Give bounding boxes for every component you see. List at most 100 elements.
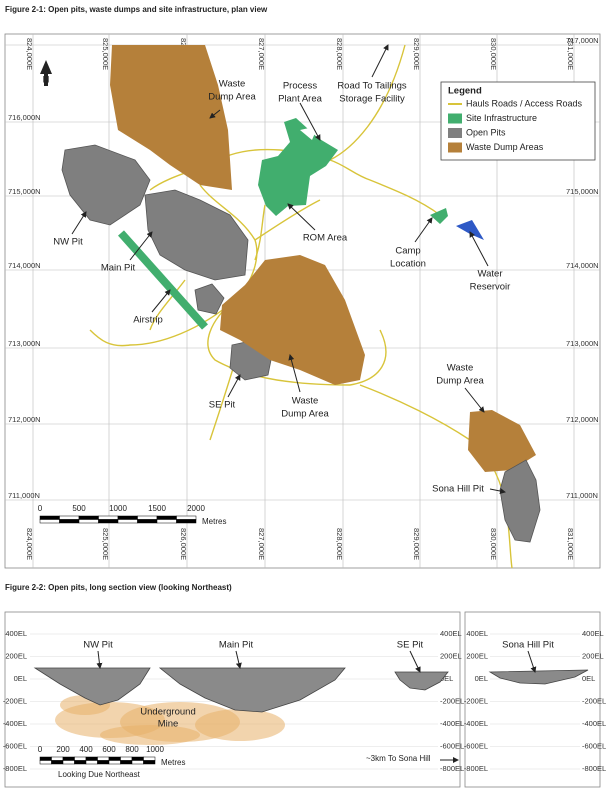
scale-label: 400 bbox=[79, 745, 93, 754]
section-label: Main Pit bbox=[219, 640, 254, 651]
map-label: Airstrip bbox=[133, 315, 163, 326]
leader-line bbox=[527, 650, 537, 673]
scale-unit: Metres bbox=[161, 758, 185, 767]
open-pit bbox=[144, 189, 249, 281]
underground-mine bbox=[100, 725, 200, 745]
easting-label: 827,000E bbox=[257, 38, 266, 70]
leader-line bbox=[371, 44, 389, 78]
scale-segment bbox=[176, 519, 197, 524]
scale-segment bbox=[59, 515, 80, 520]
section-label: Mine bbox=[158, 719, 179, 730]
elevation-label: 400EL bbox=[582, 629, 604, 638]
north-arrow bbox=[40, 60, 52, 86]
map-label: ROM Area bbox=[303, 233, 348, 244]
waste-dump bbox=[110, 45, 232, 190]
map-label: Dump Area bbox=[436, 376, 484, 387]
leader-line bbox=[96, 650, 103, 669]
pit-profile bbox=[158, 667, 346, 713]
easting-label: 828,000E bbox=[335, 38, 344, 70]
road bbox=[199, 184, 387, 386]
scale-label: 1000 bbox=[146, 745, 164, 754]
scale-segment bbox=[143, 756, 156, 761]
elevation-label: -800EL bbox=[582, 764, 606, 773]
scale-segment bbox=[120, 756, 133, 761]
elevation-label: 400EL bbox=[466, 629, 488, 638]
road bbox=[254, 204, 266, 261]
waste-dump bbox=[468, 410, 536, 472]
underground-mine bbox=[195, 709, 285, 741]
northing-label: 711,000N bbox=[8, 491, 40, 500]
leader-line bbox=[287, 203, 316, 231]
easting-label: 830,000E bbox=[489, 528, 498, 560]
elevation-label: -400EL bbox=[3, 719, 27, 728]
elevation-label: -600EL bbox=[440, 741, 464, 750]
section-label: SE Pit bbox=[397, 640, 424, 651]
northing-label: 713,000N bbox=[8, 339, 41, 348]
scale-segment bbox=[78, 519, 99, 524]
easting-label: 831,000E bbox=[566, 528, 575, 560]
elevation-label: -600EL bbox=[3, 741, 27, 750]
elevation-label: 0EL bbox=[475, 674, 488, 683]
northing-label: 712,000N bbox=[8, 415, 41, 424]
map-label: NW Pit bbox=[53, 237, 83, 248]
elevation-label: 200EL bbox=[5, 651, 27, 660]
scale-label: 2000 bbox=[187, 504, 205, 513]
easting-label: 829,000E bbox=[412, 38, 421, 70]
plan-map: 824,000E 824,000E 825,000E 825,000E 826,000E… bbox=[5, 34, 600, 569]
leader-line bbox=[299, 102, 321, 141]
map-label: Plant Area bbox=[278, 94, 323, 105]
elevation-label: -600EL bbox=[464, 741, 488, 750]
scale-segment bbox=[131, 760, 144, 765]
distance-note: ~3km To Sona Hill bbox=[366, 754, 431, 763]
scale-segment bbox=[39, 760, 52, 765]
elevation-label: 0EL bbox=[440, 674, 453, 683]
elevation-label: 0EL bbox=[582, 674, 595, 683]
scale-segment bbox=[137, 519, 158, 524]
northing-label: 712,000N bbox=[566, 415, 599, 424]
leader-line bbox=[489, 488, 506, 494]
scale-segment bbox=[62, 760, 75, 765]
elevation-label: 200EL bbox=[466, 651, 488, 660]
scale-segment bbox=[131, 756, 144, 761]
legend-title: Legend bbox=[448, 86, 482, 97]
elevation-label: -800EL bbox=[464, 764, 488, 773]
scale-segment bbox=[117, 515, 138, 520]
leader-line bbox=[151, 289, 171, 313]
scale-segment bbox=[74, 760, 87, 765]
road bbox=[329, 44, 406, 161]
northing-label: 714,000N bbox=[8, 261, 41, 270]
scale-segment bbox=[62, 756, 75, 761]
scale-segment bbox=[117, 519, 138, 524]
map-label: Sona Hill Pit bbox=[432, 484, 484, 495]
pit-profile bbox=[394, 671, 449, 691]
easting-label: 825,000E bbox=[101, 38, 110, 70]
scale-label: 600 bbox=[102, 745, 116, 754]
map-label: Dump Area bbox=[281, 409, 329, 420]
leader-line bbox=[464, 387, 485, 413]
map-label: Process bbox=[283, 81, 318, 92]
legend-swatch bbox=[448, 142, 462, 153]
scale-segment bbox=[98, 515, 119, 520]
road bbox=[89, 299, 236, 347]
scale-segment bbox=[97, 756, 110, 761]
legend-swatch bbox=[448, 113, 462, 124]
leader-line bbox=[71, 211, 87, 235]
figure-title: Figure 2-1: Open pits, waste dumps and s… bbox=[5, 5, 268, 14]
elevation-label: -400EL bbox=[582, 719, 606, 728]
elevation-label: -400EL bbox=[464, 719, 488, 728]
map-label: Main Pit bbox=[101, 263, 136, 274]
scale-label: 200 bbox=[56, 745, 70, 754]
site-infrastructure bbox=[300, 126, 318, 140]
scale-segment bbox=[176, 515, 197, 520]
view-direction: Looking Due Northeast bbox=[58, 770, 141, 779]
elevation-label: -600EL bbox=[582, 741, 606, 750]
scale-segment bbox=[108, 760, 121, 765]
scale-label: 1000 bbox=[109, 504, 127, 513]
scale-segment bbox=[39, 519, 60, 524]
legend-box bbox=[440, 81, 596, 161]
elevation-label: 200EL bbox=[440, 651, 462, 660]
scale-segment bbox=[137, 515, 158, 520]
scale-segment bbox=[39, 756, 52, 761]
open-pit bbox=[194, 283, 225, 315]
scale-segment bbox=[85, 760, 98, 765]
